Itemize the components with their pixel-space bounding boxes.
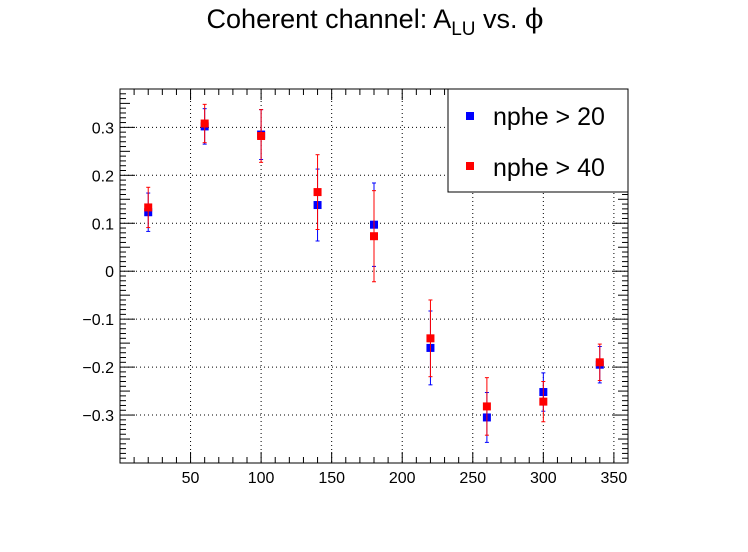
legend-marker-nphe-20 <box>466 112 474 120</box>
series-2 <box>144 103 604 436</box>
legend-label-nphe-20: nphe > 20 <box>493 103 605 131</box>
y-tick-label: −0.2 <box>82 360 114 377</box>
x-tick-label: 300 <box>530 470 557 487</box>
x-tick-label: 250 <box>459 470 486 487</box>
x-tick-label: 200 <box>389 470 416 487</box>
y-tick-label: 0 <box>105 264 114 281</box>
y-tick-label: 0.1 <box>92 216 114 233</box>
data-point <box>144 203 153 212</box>
chart-title-suffix: vs. <box>476 4 526 34</box>
y-tick-label: 0.2 <box>92 168 114 185</box>
data-point <box>257 131 266 140</box>
data-point <box>482 402 491 411</box>
data-point <box>313 188 322 197</box>
data-series <box>144 103 604 443</box>
y-tick-label: −0.1 <box>82 312 114 329</box>
chart-title-symbol: ϕ <box>525 4 543 35</box>
data-point <box>370 232 378 241</box>
legend-marker-nphe-40 <box>466 162 474 170</box>
y-tick-label: 0.3 <box>92 120 114 137</box>
data-point <box>539 397 548 406</box>
chart-title: Coherent channel: ALU vs. ϕ <box>207 4 544 40</box>
legend: nphe > 20 nphe > 40 <box>447 88 629 193</box>
data-point <box>200 119 209 128</box>
data-point <box>595 358 604 367</box>
x-tick-label: 100 <box>248 470 275 487</box>
data-point <box>426 334 435 343</box>
chart-title-subscript: LU <box>451 19 475 40</box>
y-tick-label: −0.3 <box>82 408 114 425</box>
x-tick-label: 350 <box>601 470 628 487</box>
chart-title-prefix: Coherent channel: A <box>207 4 452 34</box>
legend-label-nphe-40: nphe > 40 <box>493 154 605 182</box>
x-tick-label: 150 <box>318 470 345 487</box>
legend-box <box>447 88 629 193</box>
x-tick-label: 50 <box>182 470 200 487</box>
